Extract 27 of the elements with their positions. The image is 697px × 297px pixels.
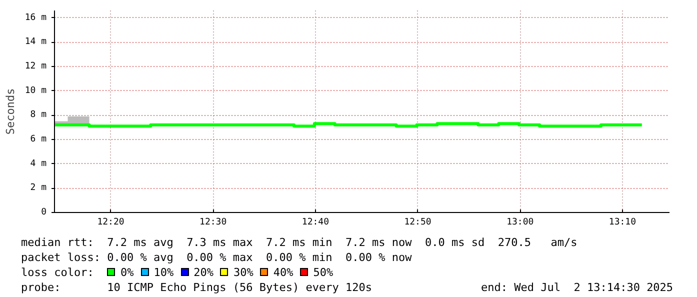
y-axis-title: Seconds xyxy=(4,88,17,135)
x-tick-label: 12:40 xyxy=(302,218,330,228)
x-tick-label: 13:00 xyxy=(506,218,534,228)
y-tick-label: 14 m xyxy=(24,37,47,48)
x-tick-label: 13:10 xyxy=(608,218,636,228)
y-tick-label: 0 xyxy=(41,208,47,218)
legend-label: 0% xyxy=(120,266,134,279)
legend-label: 10% xyxy=(154,266,174,279)
legend-label: 50% xyxy=(313,266,334,279)
x-tick-label: 12:20 xyxy=(97,218,124,228)
y-tick-label: 8 m xyxy=(30,110,47,120)
y-tick-label: 16 m xyxy=(24,12,47,23)
x-tick-label: 12:30 xyxy=(200,218,227,228)
text: median rtt: 7.2 ms avg 7.3 ms max 7.2 ms min 7.2 ms now 0.0 ms sd 270.5 am/s xyxy=(21,236,578,249)
y-tick-label: 2 m xyxy=(30,183,47,194)
legend-label: 40% xyxy=(273,266,294,279)
y-tick-label: 10 m xyxy=(24,86,47,96)
text: packet loss: 0.00 % avg 0.00 % max 0.00 % min 0.00 % now xyxy=(21,251,412,264)
y-tick-label: 12 m xyxy=(24,61,47,72)
legend-label: 30% xyxy=(233,266,254,279)
legend-title: loss color: xyxy=(21,266,94,279)
text: end: Wed Jul 2 13:14:30 2025 xyxy=(481,281,674,294)
y-tick-label: 4 m xyxy=(30,158,47,169)
y-tick-label: 6 m xyxy=(30,134,47,144)
x-tick-label: 12:50 xyxy=(404,218,432,228)
text: probe: 10 ICMP Echo Pings (56 Bytes) every 120s xyxy=(21,280,373,295)
legend-label: 20% xyxy=(194,266,214,279)
